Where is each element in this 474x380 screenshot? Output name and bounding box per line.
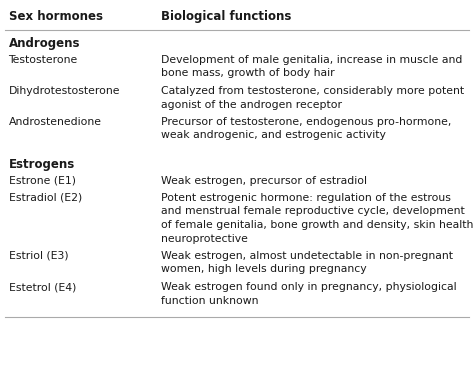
Text: neuroprotective: neuroprotective	[161, 233, 248, 244]
Text: Androgens: Androgens	[9, 38, 80, 51]
Text: Testosterone: Testosterone	[9, 55, 78, 65]
Text: function unknown: function unknown	[161, 296, 259, 306]
Text: Estetrol (E4): Estetrol (E4)	[9, 282, 76, 292]
Text: Estradiol (E2): Estradiol (E2)	[9, 193, 82, 203]
Text: weak androgenic, and estrogenic activity: weak androgenic, and estrogenic activity	[161, 130, 386, 141]
Text: Catalyzed from testosterone, considerably more potent: Catalyzed from testosterone, considerabl…	[161, 86, 465, 96]
Text: Estrone (E1): Estrone (E1)	[9, 176, 75, 185]
Text: bone mass, growth of body hair: bone mass, growth of body hair	[161, 68, 335, 79]
Text: Dihydrotestosterone: Dihydrotestosterone	[9, 86, 120, 96]
Text: Weak estrogen found only in pregnancy, physiological: Weak estrogen found only in pregnancy, p…	[161, 282, 457, 292]
Text: Estrogens: Estrogens	[9, 158, 75, 171]
Text: Estriol (E3): Estriol (E3)	[9, 251, 68, 261]
Text: Biological functions: Biological functions	[161, 10, 292, 23]
Text: agonist of the androgen receptor: agonist of the androgen receptor	[161, 100, 342, 109]
Text: women, high levels during pregnancy: women, high levels during pregnancy	[161, 264, 367, 274]
Text: Weak estrogen, almost undetectable in non-pregnant: Weak estrogen, almost undetectable in no…	[161, 251, 453, 261]
Text: and menstrual female reproductive cycle, development: and menstrual female reproductive cycle,…	[161, 206, 465, 217]
Text: Potent estrogenic hormone: regulation of the estrous: Potent estrogenic hormone: regulation of…	[161, 193, 451, 203]
Text: Sex hormones: Sex hormones	[9, 10, 102, 23]
Text: Androstenedione: Androstenedione	[9, 117, 101, 127]
Text: of female genitalia, bone growth and density, skin health,: of female genitalia, bone growth and den…	[161, 220, 474, 230]
Text: Precursor of testosterone, endogenous pro-hormone,: Precursor of testosterone, endogenous pr…	[161, 117, 452, 127]
Text: Development of male genitalia, increase in muscle and: Development of male genitalia, increase …	[161, 55, 463, 65]
Text: Weak estrogen, precursor of estradiol: Weak estrogen, precursor of estradiol	[161, 176, 367, 185]
